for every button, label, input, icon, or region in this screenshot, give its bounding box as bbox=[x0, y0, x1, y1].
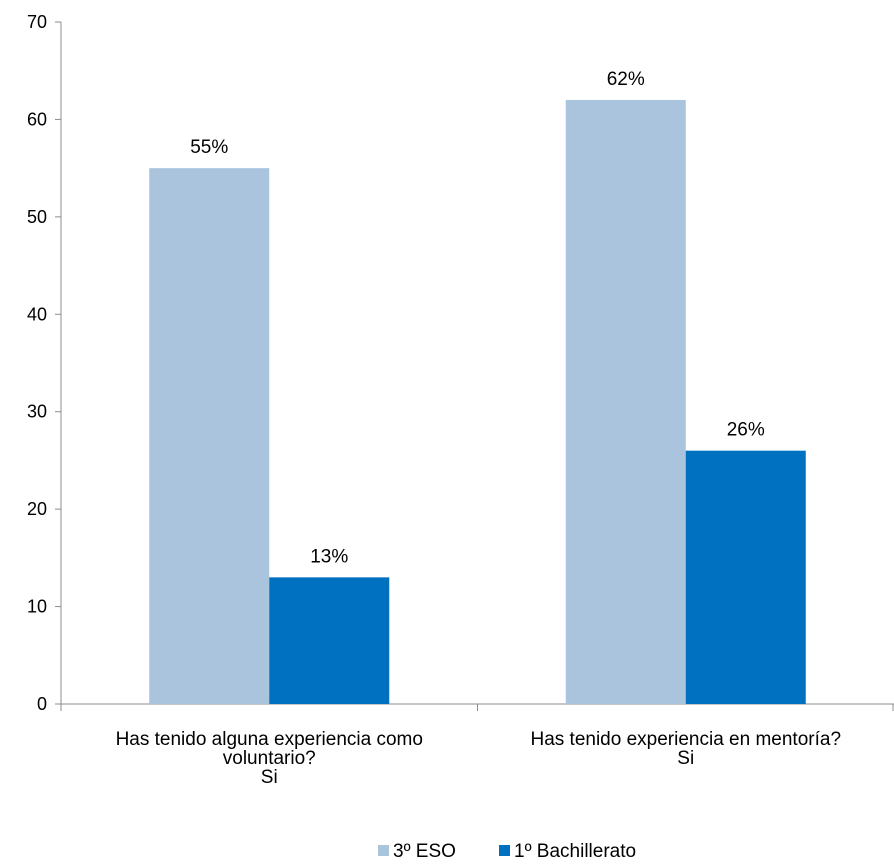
legend-swatch-0 bbox=[378, 845, 389, 856]
bar-0-0 bbox=[149, 168, 270, 705]
data-label: 26% bbox=[727, 420, 765, 441]
y-tick-label: 20 bbox=[27, 499, 47, 519]
data-label: 55% bbox=[190, 137, 228, 158]
category-label: Has tenido alguna experiencia como bbox=[116, 729, 423, 750]
legend: 3º ESO 1º Bachillerato bbox=[378, 841, 636, 862]
data-label: 13% bbox=[310, 546, 348, 567]
bar-1-0 bbox=[565, 99, 686, 704]
bars bbox=[149, 99, 806, 705]
y-tick-label: 30 bbox=[27, 402, 47, 422]
legend-swatch-1 bbox=[499, 845, 510, 856]
category-label: Has tenido experiencia en mentoría? bbox=[530, 729, 841, 750]
y-tick-label: 70 bbox=[27, 12, 47, 32]
data-label: 62% bbox=[607, 69, 645, 90]
bar-0-1 bbox=[269, 577, 390, 704]
y-tick-label: 40 bbox=[27, 304, 47, 324]
category-label: Si bbox=[261, 767, 278, 788]
bar-1-1 bbox=[685, 450, 806, 704]
legend-label: 3º ESO bbox=[393, 841, 456, 862]
category-label: voluntario? bbox=[223, 748, 316, 769]
y-tick-label: 50 bbox=[27, 207, 47, 227]
y-axis: 0 10 20 30 40 50 60 70 bbox=[27, 12, 62, 714]
data-labels: 55% 13% 62% 26% bbox=[190, 69, 765, 567]
category-label: Si bbox=[677, 748, 694, 769]
y-tick-label: 10 bbox=[27, 597, 47, 617]
category-labels: Has tenido alguna experiencia comovolunt… bbox=[116, 729, 841, 788]
legend-label: 1º Bachillerato bbox=[514, 841, 636, 862]
x-axis bbox=[60, 703, 894, 711]
y-tick-label: 60 bbox=[27, 109, 47, 129]
y-tick-label: 0 bbox=[37, 694, 47, 714]
